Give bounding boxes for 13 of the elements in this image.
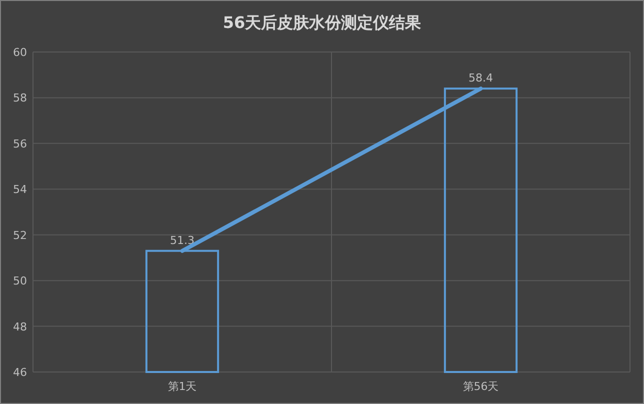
data-label: 51.3 (170, 234, 194, 247)
y-tick-label: 54 (13, 183, 27, 196)
y-tick-label: 56 (13, 137, 27, 150)
x-tick-label: 第56天 (462, 380, 499, 393)
y-tick-label: 46 (13, 366, 27, 379)
y-tick-label: 52 (13, 228, 27, 242)
y-tick-label: 60 (13, 46, 27, 59)
data-label: 58.4 (468, 72, 493, 85)
chart-title: 56天后皮肤水份测定仪结果 (222, 13, 422, 32)
y-tick-label: 50 (13, 274, 27, 288)
y-tick-label: 48 (13, 320, 27, 334)
y-tick-label: 58 (13, 92, 27, 105)
x-tick-label: 第1天 (168, 380, 197, 393)
